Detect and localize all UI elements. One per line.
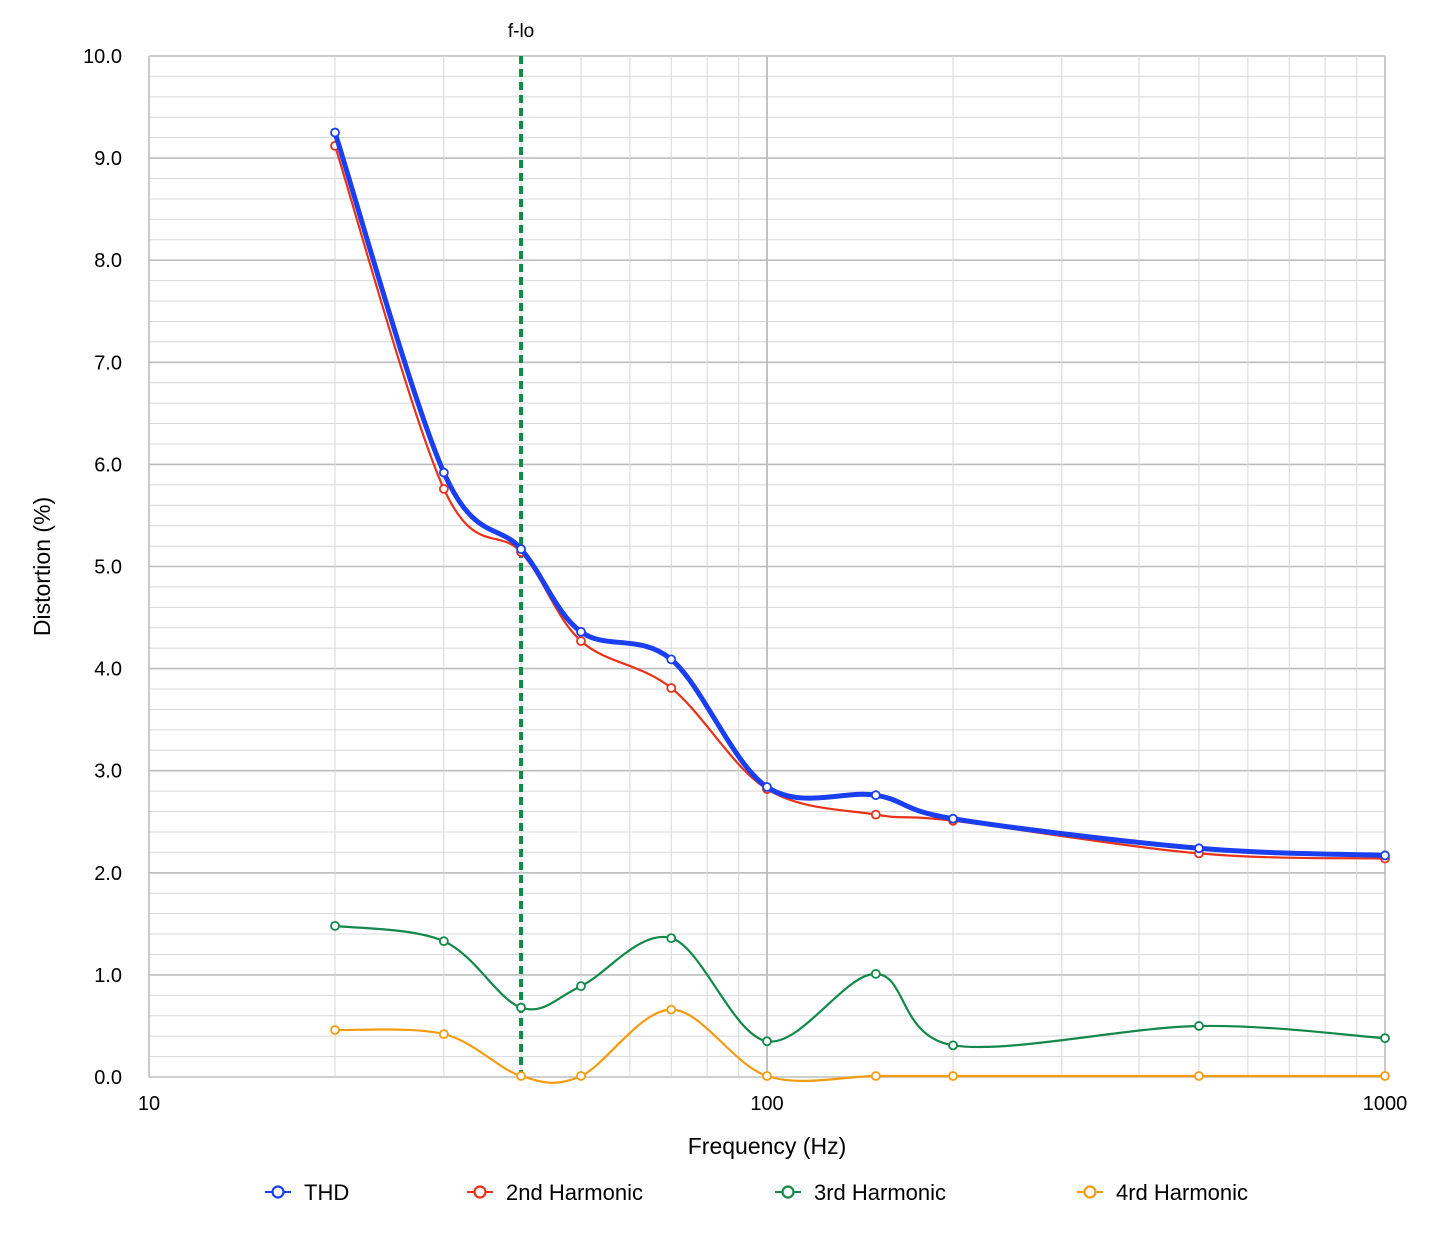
data-point-4rd-harmonic (1380, 1071, 1390, 1081)
y-tick-label: 1.0 (94, 965, 122, 987)
data-point-3rd-harmonic (576, 981, 586, 992)
data-point-thd (1194, 843, 1204, 854)
y-tick-label: 0.0 (94, 1067, 122, 1089)
x-axis-title: Frequency (Hz) (688, 1133, 846, 1159)
y-tick-label: 3.0 (94, 761, 122, 783)
legend-label: THD (304, 1180, 349, 1205)
y-tick-label: 8.0 (94, 250, 122, 272)
legend-marker (1083, 1185, 1097, 1199)
data-point-2nd-harmonic (666, 683, 677, 693)
legend-label: 3rd Harmonic (814, 1180, 946, 1205)
annotation-layer: f-lo (508, 21, 534, 1077)
y-axis-title: Distortion (%) (29, 497, 55, 636)
x-tick-label: 10 (138, 1093, 160, 1115)
y-tick-label: 5.0 (94, 557, 122, 579)
data-point-3rd-harmonic (948, 1040, 958, 1051)
data-point-4rd-harmonic (516, 1071, 526, 1081)
series-line-2nd-harmonic (333, 145, 1386, 860)
data-point-3rd-harmonic (516, 1002, 526, 1013)
data-point-4rd-harmonic (330, 1025, 340, 1035)
series-line-3rd-harmonic (334, 924, 1386, 1049)
data-point-4rd-harmonic (576, 1071, 586, 1081)
data-point-3rd-harmonic (330, 920, 340, 931)
y-tick-label: 7.0 (94, 352, 122, 374)
data-point-thd (948, 813, 958, 824)
legend-item-2nd-harmonic: 2nd Harmonic (467, 1180, 643, 1205)
data-point-2nd-harmonic (438, 484, 449, 494)
legend-item-4rd-harmonic: 4rd Harmonic (1077, 1180, 1248, 1205)
data-point-thd (1380, 850, 1390, 861)
series-4rd-harmonic (330, 1004, 1390, 1084)
y-tick-label: 2.0 (94, 863, 122, 885)
data-point-2nd-harmonic (576, 636, 586, 646)
data-point-thd (438, 467, 449, 478)
legend-item-3rd-harmonic: 3rd Harmonic (775, 1180, 946, 1205)
data-point-4rd-harmonic (438, 1029, 449, 1040)
series-3rd-harmonic (330, 920, 1390, 1051)
data-point-3rd-harmonic (1380, 1033, 1390, 1044)
data-point-thd (762, 782, 772, 792)
x-tick-labels: 10 100 1000 (138, 1093, 1407, 1115)
x-tick-label: 100 (750, 1093, 783, 1115)
series-line-thd (332, 131, 1386, 858)
data-point-thd (330, 127, 340, 138)
data-point-4rd-harmonic (762, 1071, 772, 1081)
legend-marker (271, 1185, 285, 1199)
data-point-3rd-harmonic (762, 1036, 772, 1047)
data-point-3rd-harmonic (438, 936, 449, 947)
legend-label: 4rd Harmonic (1116, 1180, 1248, 1205)
data-point-thd (576, 626, 586, 637)
y-tick-label: 10.0 (83, 46, 122, 68)
data-point-4rd-harmonic (666, 1004, 677, 1015)
data-point-4rd-harmonic (948, 1071, 958, 1081)
legend-marker (473, 1185, 487, 1199)
y-tick-label: 4.0 (94, 659, 122, 681)
grid (148, 55, 1386, 1078)
f-lo-label: f-lo (508, 21, 534, 42)
y-tick-labels: 0.0 1.0 2.0 3.0 4.0 5.0 6.0 7.0 8.0 9.0 10.0 (83, 46, 122, 1089)
series-layer (330, 127, 1390, 1084)
series-2nd-harmonic (330, 140, 1390, 864)
data-point-thd (666, 654, 677, 665)
legend-marker (781, 1185, 795, 1199)
legend-item-thd: THD (265, 1180, 349, 1205)
data-point-thd (516, 544, 526, 555)
legend: THD 2nd Harmonic 3rd Harmonic 4rd Harmonic (265, 1180, 1248, 1205)
x-tick-label: 1000 (1363, 1093, 1408, 1115)
data-point-3rd-harmonic (1194, 1021, 1204, 1031)
legend-label: 2nd Harmonic (506, 1180, 643, 1205)
data-point-3rd-harmonic (666, 933, 677, 944)
data-point-thd (870, 790, 881, 801)
series-thd (330, 127, 1390, 861)
data-point-4rd-harmonic (870, 1071, 881, 1081)
series-line-4rd-harmonic (334, 1008, 1385, 1084)
data-point-2nd-harmonic (870, 809, 881, 820)
y-tick-label: 9.0 (94, 148, 122, 170)
data-point-3rd-harmonic (870, 968, 881, 979)
y-tick-label: 6.0 (94, 454, 122, 476)
data-point-4rd-harmonic (1194, 1071, 1204, 1081)
